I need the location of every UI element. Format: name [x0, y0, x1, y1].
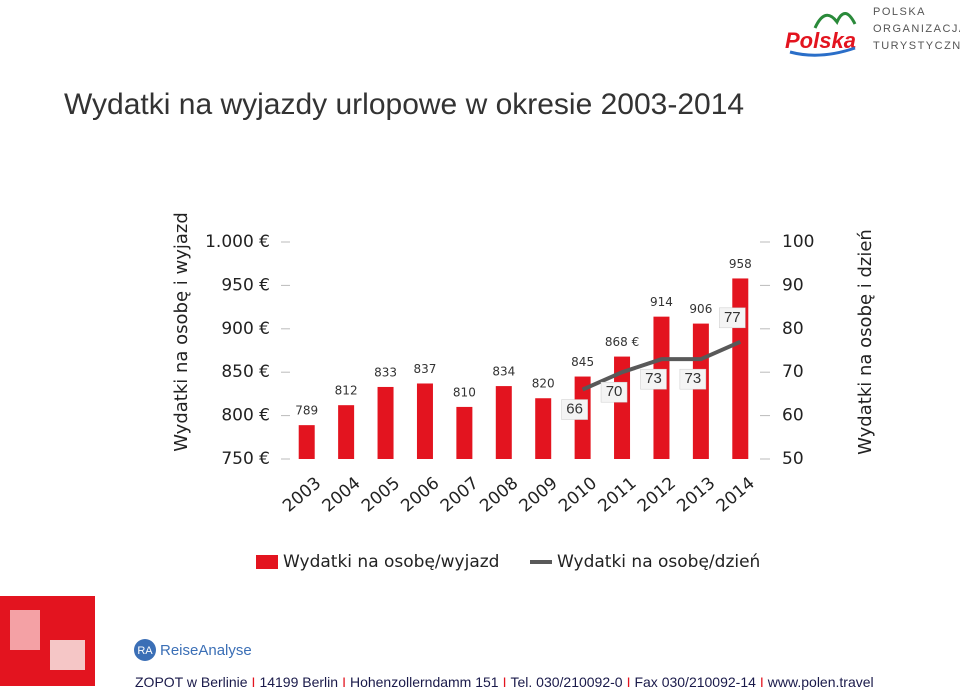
brand: ReiseAnalyse: [160, 642, 252, 659]
y-axis-label: Wydatki na osobę i wyjazd: [171, 212, 192, 452]
y2-tick-label: 100: [782, 232, 814, 252]
footer-item: www.polen.travel: [767, 674, 874, 690]
bar: [338, 405, 355, 459]
org-line: POLSKA: [873, 6, 926, 18]
x-tick-label: 2008: [476, 473, 522, 516]
line-value-label: 77: [724, 309, 741, 326]
bar-value-label: 837: [414, 362, 437, 376]
legend-label: Wydatki na osobę/dzień: [557, 552, 760, 572]
x-tick-label: 2014: [713, 473, 759, 516]
separator: I: [627, 674, 631, 690]
bar-value-label: 958: [729, 257, 752, 271]
separator: I: [342, 674, 346, 690]
bar-value-label: 820: [532, 377, 555, 391]
decor: [10, 610, 40, 650]
bar-value-label: 810: [453, 385, 476, 399]
line-value-label: 70: [606, 383, 623, 400]
x-tick-label: 2011: [594, 473, 640, 516]
bar: [692, 323, 709, 459]
x-tick-label: 2003: [279, 473, 325, 516]
footer-item: Fax 030/210092-14: [634, 674, 756, 690]
bar-value-label: 812: [335, 384, 358, 398]
y2-axis-label: Wydatki na osobę i dzień: [855, 229, 876, 455]
footer-item: ZOPOT w Berlinie: [135, 674, 248, 690]
bar: [732, 278, 749, 459]
y-tick-label: 850 €: [221, 362, 270, 382]
bar-value-label: 789: [295, 404, 318, 418]
chart-title: Wydatki na wyjazdy urlopowe w okresie 20…: [64, 88, 744, 121]
legend-swatch: [256, 555, 278, 569]
y2-tick-label: 80: [782, 319, 804, 339]
y-tick-label: 1.000 €: [205, 232, 270, 252]
bar-value-label: 833: [374, 365, 397, 379]
separator: I: [760, 674, 764, 690]
line-value-label: 73: [685, 370, 702, 387]
x-tick-label: 2012: [634, 473, 680, 516]
logo-shape: [813, 12, 857, 29]
bar: [535, 398, 552, 459]
line-label-box: [561, 399, 588, 420]
line-label-box: [719, 307, 746, 329]
y2-tick-label: 50: [782, 449, 804, 469]
bar: [495, 386, 512, 459]
decor: [50, 640, 85, 670]
bar: [298, 425, 315, 459]
footer-item: Tel. 030/210092-0: [510, 674, 622, 690]
y-tick-label: 900 €: [221, 319, 270, 339]
bar-value-label: 868 €: [605, 335, 639, 349]
x-tick-label: 2005: [358, 473, 404, 516]
y2-tick-label: 60: [782, 406, 804, 426]
bar: [456, 406, 473, 459]
x-tick-label: 2006: [397, 473, 443, 516]
x-tick-label: 2004: [319, 473, 365, 516]
bar: [416, 383, 433, 459]
org-line: ORGANIZACJA: [873, 23, 960, 35]
bar-value-label: 834: [492, 365, 515, 379]
decor-collage: [0, 596, 156, 686]
line-value-label: 73: [645, 370, 662, 387]
separator: I: [503, 674, 507, 690]
y-tick-label: 800 €: [221, 406, 270, 426]
bar-value-label: 845: [571, 355, 594, 369]
y2-tick-label: 90: [782, 275, 804, 295]
line-label-box: [679, 368, 707, 390]
legend-label: Wydatki na osobę/wyjazd: [283, 552, 499, 572]
footer: ZOPOT w Berlinie I 14199 Berlin I Hohenzolle…: [135, 674, 874, 690]
separator: I: [252, 674, 256, 690]
logo: Polska POLSKA ORGANIZACJA TURYSTYCZNA: [785, 6, 960, 57]
line-label-box: [600, 381, 628, 403]
brand-short: RA: [137, 645, 153, 657]
footer-item: Hohenzollerndamm 151: [350, 674, 499, 690]
line-label-box: [640, 368, 667, 390]
y-tick-label: 750 €: [221, 449, 270, 469]
org-line: TURYSTYCZNA: [873, 40, 960, 52]
line-value-label: 66: [566, 401, 583, 418]
bar-value-label: 906: [689, 302, 712, 316]
x-tick-label: 2013: [673, 473, 719, 516]
x-tick-label: 2010: [555, 473, 601, 516]
y-tick-label: 950 €: [221, 275, 270, 295]
bar: [377, 386, 394, 459]
brand-badge: [134, 639, 156, 661]
x-tick-label: 2009: [516, 473, 562, 516]
bar-value-label: 914: [650, 295, 673, 309]
logo-word: Polska: [785, 28, 856, 53]
line: [581, 339, 742, 392]
x-tick-label: 2007: [437, 473, 483, 516]
y2-tick-label: 70: [782, 362, 804, 382]
logo-wave: [789, 46, 856, 57]
footer-item: 14199 Berlin: [259, 674, 338, 690]
